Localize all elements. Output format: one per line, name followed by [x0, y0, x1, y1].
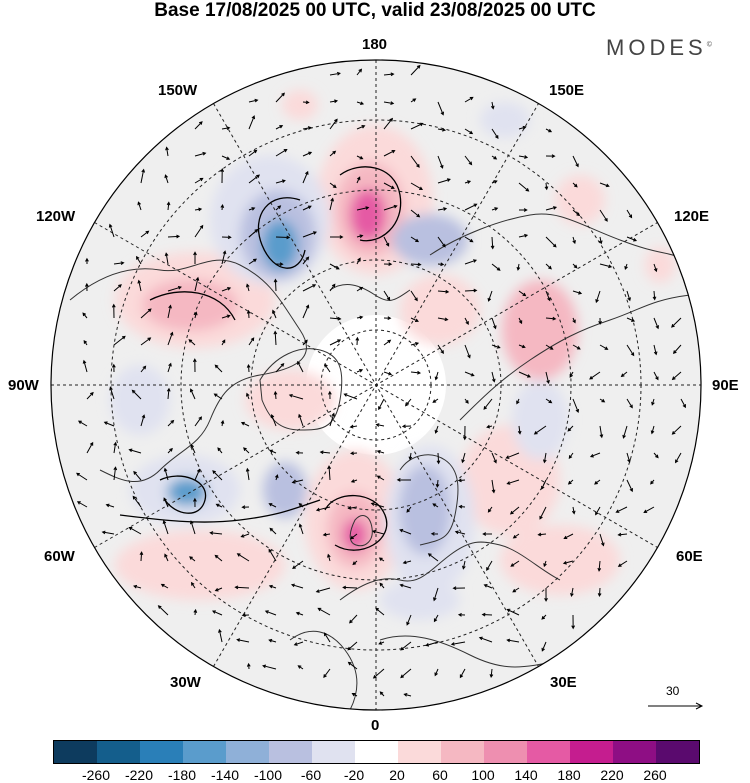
colorbar-swatch-10: [484, 741, 527, 763]
colorbar-tick-label: 20: [375, 767, 419, 783]
colorbar-swatch-12: [570, 741, 613, 763]
lon-label-60w: 60W: [44, 548, 75, 565]
colorbar-tick-label: 100: [461, 767, 505, 783]
polar-map: [0, 0, 750, 783]
lon-label-150e: 150E: [549, 82, 584, 99]
colorbar-swatch-4: [226, 741, 269, 763]
colorbar-tick-label: -220: [117, 767, 161, 783]
colorbar-tick-label: -180: [160, 767, 204, 783]
colorbar-tick-label: -20: [332, 767, 376, 783]
lon-label-60e: 60E: [676, 548, 703, 565]
colorbar-tick-label: -260: [74, 767, 118, 783]
lon-label-left: 90W: [8, 377, 39, 394]
colorbar-swatch-1: [97, 741, 140, 763]
anomaly-arctic-high: [400, 275, 480, 345]
colorbar-swatch-0: [54, 741, 97, 763]
colorbar-swatch-3: [183, 741, 226, 763]
lon-label-30w: 30W: [170, 674, 201, 691]
colorbar-tick-label: 60: [418, 767, 462, 783]
colorbar-swatch-6: [312, 741, 355, 763]
lon-label-120e: 120E: [674, 208, 709, 225]
anomaly-pacific-north-high: [282, 90, 318, 120]
colorbar-tick-label: -140: [203, 767, 247, 783]
colorbar-tick-label: 180: [547, 767, 591, 783]
colorbar-swatch-7: [355, 741, 398, 763]
lon-label-30e: 30E: [550, 674, 577, 691]
lon-label-top: 180: [362, 36, 387, 53]
anomaly-scandinavia-low-core: [399, 465, 451, 555]
anomaly-midatlantic-high: [115, 530, 285, 600]
colorbar-swatch-8: [398, 741, 441, 763]
anomaly-baffin-low: [263, 462, 307, 518]
colorbar-swatch-9: [441, 741, 484, 763]
lon-label-bottom: 0: [371, 717, 379, 734]
anomaly-europe-south-low: [380, 580, 460, 620]
anomaly-hudson-low: [110, 365, 170, 435]
colorbar-swatch-14: [656, 741, 699, 763]
colorbar-tick-label: -60: [289, 767, 333, 783]
anomaly-aleutian-high-core: [350, 189, 386, 241]
colorbar-swatch-11: [527, 741, 570, 763]
colorbar-swatch-13: [613, 741, 656, 763]
anomaly-ural-low: [512, 380, 568, 460]
lon-label-120w: 120W: [36, 208, 75, 225]
colorbar-tick-label: 220: [590, 767, 634, 783]
colorbar-tick-label: 260: [633, 767, 677, 783]
lon-label-150w: 150W: [158, 82, 197, 99]
colorbar: [53, 740, 700, 764]
reference-vector-arrow: [646, 684, 706, 714]
colorbar-tick-label: 140: [504, 767, 548, 783]
lon-label-right: 90E: [712, 377, 739, 394]
anomaly-greenland-high: [245, 370, 335, 430]
colorbar-swatch-2: [140, 741, 183, 763]
colorbar-tick-label: -100: [246, 767, 290, 783]
anomaly-siberia-high: [502, 280, 578, 380]
colorbar-swatch-5: [269, 741, 312, 763]
anomaly-pacific-far-low: [480, 102, 530, 138]
anomaly-asia-high: [500, 525, 620, 595]
anomaly-pacific-low-core: [262, 220, 298, 270]
